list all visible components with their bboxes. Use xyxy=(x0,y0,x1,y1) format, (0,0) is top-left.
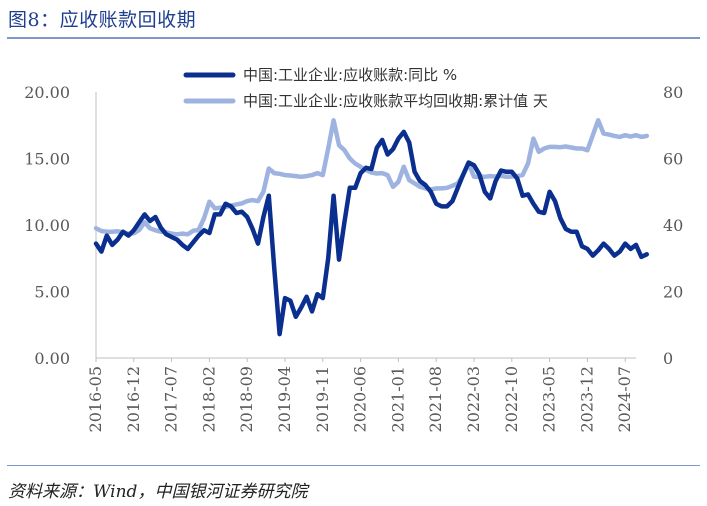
y-right-tick-label: 80 xyxy=(663,83,683,102)
y-left-tick-label: 10.00 xyxy=(24,216,70,235)
x-tick-label: 2018-02 xyxy=(199,366,218,432)
chart-lines xyxy=(93,118,650,337)
figure-title: 图8：应收账款回收期 xyxy=(8,9,197,31)
x-tick-label: 2024-07 xyxy=(615,366,634,432)
x-tick-label: 2019-04 xyxy=(275,366,294,432)
x-tick-label: 2018-09 xyxy=(237,366,256,432)
source-note: 资料来源：Wind，中国银河证券研究院 xyxy=(8,482,308,502)
x-tick-label: 2016-05 xyxy=(86,366,105,432)
x-tick-label: 2016-12 xyxy=(124,366,143,432)
x-tick-label: 2021-01 xyxy=(388,366,407,432)
chart-axes: 0.00 5.00 10.00 15.00 20.00 0 20 40 60 80 2016-05 2… xyxy=(24,83,683,432)
y-right-tick-label: 60 xyxy=(663,150,683,169)
legend-label-collection-period: 中国:工业企业:应收账款平均回收期:累计值 天 xyxy=(243,92,548,110)
y-left-tick-label: 5.00 xyxy=(34,283,70,302)
x-tick-label: 2023-12 xyxy=(577,366,596,432)
y-right-tick-label: 40 xyxy=(663,216,683,235)
x-tick-label: 2017-07 xyxy=(162,366,181,432)
y-right-tick-label: 20 xyxy=(663,283,683,302)
top-rule xyxy=(7,37,700,39)
y-left-tick-label: 20.00 xyxy=(24,83,70,102)
series-line-collection-period xyxy=(93,118,650,237)
bottom-rule xyxy=(7,465,700,466)
x-tick-label: 2023-05 xyxy=(540,366,559,432)
x-tick-label: 2020-06 xyxy=(351,366,370,432)
y-left-tick-label: 0.00 xyxy=(34,349,70,368)
series-line-receivables-yoy xyxy=(93,129,650,337)
x-tick-label: 2022-10 xyxy=(502,366,521,432)
y-right-tick-label: 0 xyxy=(663,349,673,368)
x-tick-label: 2021-08 xyxy=(426,366,445,432)
x-tick-label: 2019-11 xyxy=(313,366,332,432)
y-left-tick-label: 15.00 xyxy=(24,150,70,169)
legend-label-receivables-yoy: 中国:工业企业:应收账款:同比 % xyxy=(243,66,457,84)
x-tick-label: 2022-03 xyxy=(464,366,483,432)
chart-legend: 中国:工业企业:应收账款:同比 % 中国:工业企业:应收账款平均回收期:累计值 天 xyxy=(183,66,548,110)
